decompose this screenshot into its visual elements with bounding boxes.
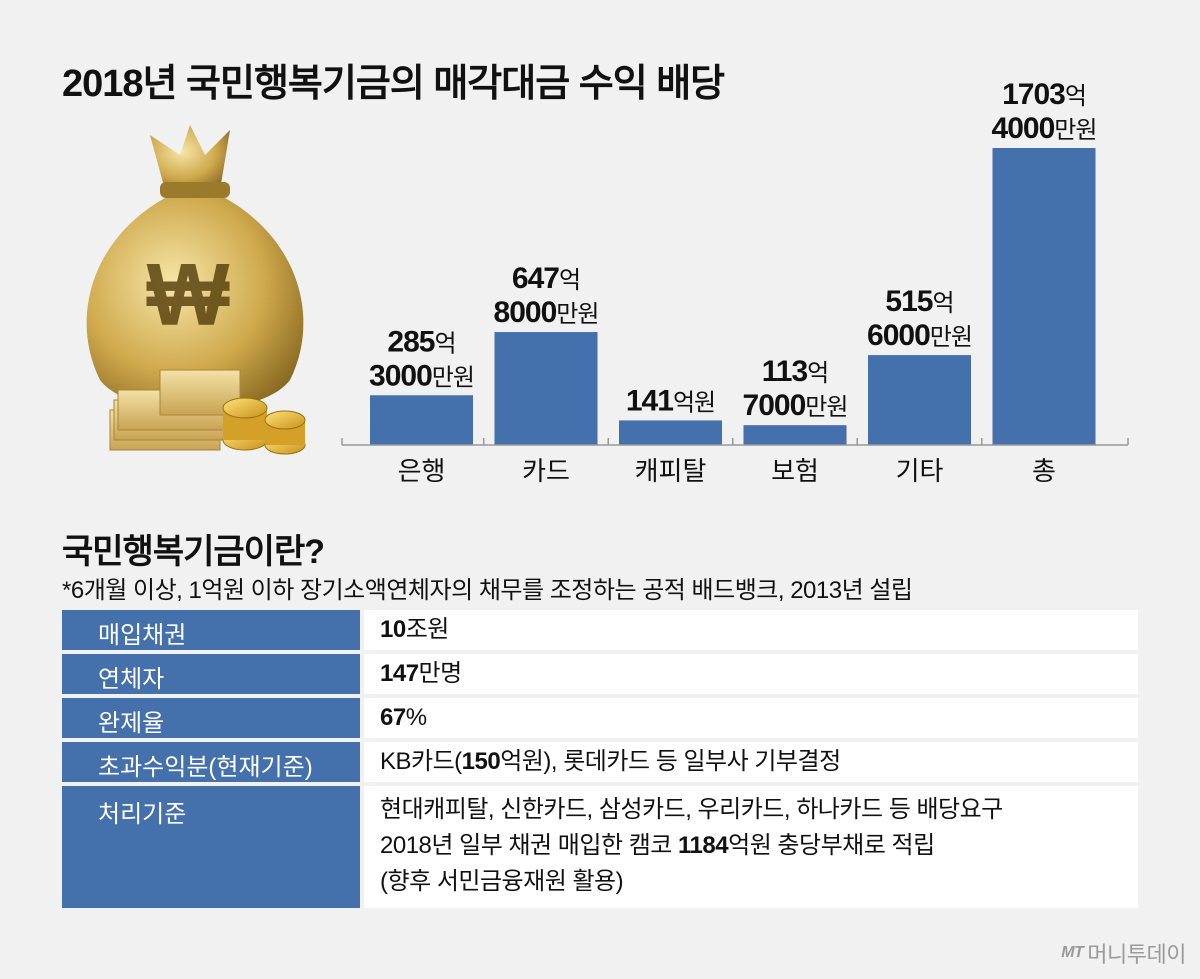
data-label: 4000만원: [992, 112, 1097, 145]
row-value: 67%: [364, 698, 1138, 738]
data-label: 141억원: [626, 384, 715, 417]
row-value: 현대캐피탈, 신한카드, 삼성카드, 우리카드, 하나카드 등 배당요구 2018…: [364, 786, 1138, 908]
row-value: 147만명: [364, 654, 1138, 694]
bar-4: [868, 355, 971, 445]
brand-name: 머니투데이: [1087, 942, 1186, 967]
value-line: 67%: [380, 704, 427, 731]
data-label: 8000만원: [494, 296, 599, 329]
value-line: KB카드(150억원), 롯데카드 등 일부사 기부결정: [380, 748, 841, 775]
won-sign: ₩: [146, 245, 230, 344]
money-bag-illustration: ₩: [86, 125, 306, 455]
value-line: 147만명: [380, 660, 462, 687]
bars-layer: [370, 148, 1096, 445]
table-row: 매입채권 10조원: [62, 610, 1138, 650]
brand-logo: MT 머니투데이: [1061, 937, 1186, 969]
value-line: 2018년 일부 채권 매입한 캠코 1184억원 충당부채로 적립: [380, 832, 935, 859]
table-row: 연체자 147만명: [62, 654, 1138, 694]
row-label: 초과수익분(현재기준): [62, 742, 360, 782]
category-label: 카드: [522, 456, 570, 486]
row-label: 처리기준: [62, 786, 360, 908]
table-row: 완제율 67%: [62, 698, 1138, 738]
data-label: 285억: [387, 325, 455, 358]
bar-3: [743, 425, 847, 445]
row-label: 완제율: [62, 698, 360, 738]
category-label: 총: [1032, 456, 1056, 486]
row-label: 연체자: [62, 654, 360, 694]
coins-icon: [222, 397, 306, 455]
data-label: 515억: [885, 285, 953, 318]
table-row: 처리기준 현대캐피탈, 신한카드, 삼성카드, 우리카드, 하나카드 등 배당요구…: [62, 786, 1138, 908]
section-title: 국민행복기금이란?: [62, 533, 325, 571]
bar-5: [992, 148, 1096, 445]
bar-0: [370, 395, 473, 445]
brand-mark: MT: [1061, 944, 1084, 961]
category-label: 기타: [896, 456, 944, 486]
bar-1: [494, 332, 598, 445]
section-note: *6개월 이상, 1억원 이하 장기소액연체자의 채무를 조정하는 공적 배드뱅…: [62, 577, 913, 604]
bar-2: [619, 420, 722, 445]
category-label: 캐피탈: [635, 456, 707, 486]
value-line: 현대캐피탈, 신한카드, 삼성카드, 우리카드, 하나카드 등 배당요구: [380, 796, 1003, 823]
x-axis-ticks: [341, 438, 1129, 445]
row-value: 10조원: [364, 610, 1138, 650]
page-title: 2018년 국민행복기금의 매각대금 수익 배당: [62, 63, 725, 105]
data-label: 647억: [512, 262, 580, 295]
data-label: 3000만원: [369, 359, 474, 392]
banknotes-icon: [109, 369, 241, 451]
data-label: 7000만원: [743, 389, 848, 422]
value-line: 10조원: [380, 616, 449, 643]
data-label: 113억: [762, 355, 829, 388]
category-label: 은행: [398, 456, 446, 486]
row-value: KB카드(150억원), 롯데카드 등 일부사 기부결정: [364, 742, 1138, 782]
data-label: 1703억: [1002, 78, 1086, 111]
value-line: (향후 서민금융재원 활용): [380, 868, 624, 895]
money-bag-icon: ₩: [86, 125, 304, 410]
data-label: 6000만원: [867, 319, 972, 352]
row-label: 매입채권: [62, 610, 360, 650]
table-row: 초과수익분(현재기준) KB카드(150억원), 롯데카드 등 일부사 기부결정: [62, 742, 1138, 782]
category-label: 보험: [771, 456, 819, 486]
category-labels: 은행 카드 캐피탈 보험 기타 총: [398, 456, 1056, 486]
